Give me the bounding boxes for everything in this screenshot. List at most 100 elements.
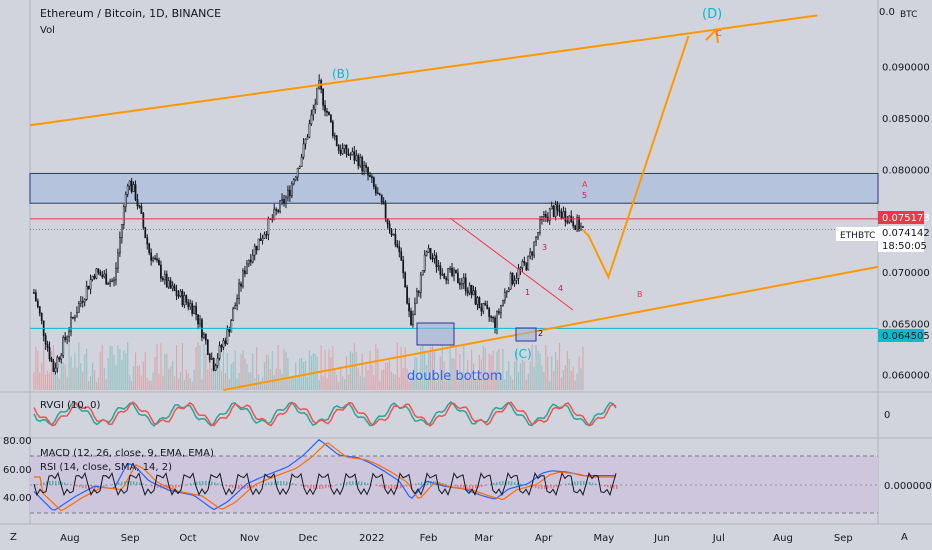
volume-legend[interactable]: Vol bbox=[40, 25, 55, 36]
volume-bar bbox=[152, 372, 154, 390]
macd-histogram-bar bbox=[214, 482, 216, 485]
candle-body bbox=[60, 355, 63, 360]
volume-bar bbox=[478, 354, 480, 390]
volume-bar bbox=[355, 351, 357, 390]
candle-body bbox=[165, 273, 168, 288]
macd-histogram-bar bbox=[274, 481, 276, 485]
volume-bar bbox=[398, 377, 400, 390]
candle-body bbox=[492, 316, 494, 319]
candle-body bbox=[417, 291, 420, 293]
candle-body bbox=[482, 303, 485, 312]
volume-bar bbox=[267, 355, 269, 390]
candle-body bbox=[515, 278, 518, 281]
candle-body bbox=[150, 252, 153, 261]
volume-bar bbox=[97, 377, 99, 390]
macd-histogram-bar bbox=[307, 485, 309, 488]
candle-body bbox=[410, 310, 412, 325]
channel-upper-line[interactable] bbox=[29, 14, 818, 127]
volume-bar bbox=[302, 361, 305, 390]
auto-scale-left-button[interactable]: Z bbox=[10, 532, 17, 543]
volume-bar bbox=[89, 376, 92, 390]
candle-body bbox=[326, 110, 328, 113]
candle-body bbox=[138, 205, 141, 208]
macd-histogram-bar bbox=[175, 485, 177, 488]
rvgi-legend[interactable]: RVGI (10, 0) bbox=[40, 400, 100, 411]
macd-histogram-bar bbox=[115, 483, 117, 485]
candle-body bbox=[415, 291, 418, 304]
volume-bar bbox=[160, 343, 162, 390]
macd-histogram-bar bbox=[193, 482, 195, 485]
time-axis-label: Mar bbox=[474, 533, 494, 544]
volume-bar bbox=[535, 344, 537, 390]
macd-histogram-bar bbox=[331, 485, 333, 487]
rsi-level-80: 80.00 bbox=[3, 436, 32, 447]
projection-path[interactable] bbox=[582, 35, 690, 280]
currency-label[interactable]: BTC bbox=[900, 10, 917, 20]
macd-legend[interactable]: MACD (12, 26, close, 9, EMA, EMA) bbox=[40, 448, 214, 459]
projection-label-B: B bbox=[637, 290, 643, 299]
price-tick-label: 0.065000 bbox=[882, 319, 930, 330]
candle-body bbox=[197, 314, 199, 325]
macd-histogram-bar bbox=[124, 481, 126, 485]
volume-bar bbox=[408, 381, 410, 390]
candle-body bbox=[216, 357, 219, 366]
candle-body bbox=[146, 237, 149, 245]
volume-bar bbox=[291, 376, 293, 390]
volume-bar bbox=[105, 379, 107, 390]
candle-body bbox=[382, 201, 385, 205]
volume-bar bbox=[453, 358, 455, 390]
candle-body bbox=[117, 252, 119, 269]
candle-body bbox=[132, 184, 135, 192]
rvgi-signal-line bbox=[33, 400, 617, 428]
time-axis-labels[interactable]: Aug Sep Oct Nov Dec 2022 Feb Mar Apr May Jun Jul Aug… bbox=[60, 533, 853, 544]
candle-body bbox=[523, 261, 526, 264]
channel-lower-line[interactable] bbox=[223, 265, 879, 391]
volume-bar bbox=[578, 356, 580, 390]
macd-histogram-bar bbox=[190, 483, 192, 485]
macd-histogram-bar bbox=[103, 485, 105, 488]
symbol-title[interactable]: Ethereum / Bitcoin, 1D, BINANCE bbox=[40, 7, 221, 20]
volume-bar bbox=[556, 360, 559, 390]
macd-histogram-bar bbox=[475, 485, 477, 489]
candle-body bbox=[324, 105, 326, 112]
volume-bar bbox=[357, 368, 359, 390]
candle-body bbox=[296, 168, 299, 178]
trend-line[interactable] bbox=[449, 217, 574, 311]
volume-bar bbox=[463, 343, 465, 390]
candle-body bbox=[447, 268, 450, 281]
macd-histogram-bar bbox=[295, 484, 297, 485]
auto-scale-button[interactable]: A bbox=[901, 532, 908, 543]
volume-bar bbox=[252, 353, 254, 390]
volume-bar bbox=[99, 351, 101, 390]
volume-bar bbox=[183, 379, 185, 390]
macd-histogram-bar bbox=[199, 481, 201, 485]
volume-bar bbox=[418, 377, 420, 390]
price-ticks[interactable]: 0.090000 0.085000 0.080000 0.070000 0.065000… bbox=[882, 63, 930, 382]
volume-bar bbox=[35, 346, 37, 390]
rsi-legend[interactable]: RSI (14, close, SMA, 14, 2) bbox=[40, 462, 172, 473]
candle-body bbox=[81, 301, 84, 303]
macd-histogram-bar bbox=[64, 482, 66, 485]
time-axis-label: Oct bbox=[179, 533, 196, 544]
candle-body bbox=[421, 270, 424, 276]
volume-bar bbox=[113, 354, 115, 390]
volume-bar bbox=[533, 367, 535, 390]
volume-bar bbox=[277, 345, 279, 390]
volume-bar bbox=[37, 350, 39, 390]
macd-histogram-bar bbox=[514, 482, 516, 485]
candle-body bbox=[68, 331, 70, 338]
volume-bar bbox=[564, 365, 566, 390]
candle-body bbox=[302, 143, 305, 158]
double-bottom-box-1[interactable] bbox=[416, 322, 455, 346]
macd-histogram-bar bbox=[463, 485, 465, 489]
volume-bar bbox=[281, 373, 283, 390]
candle-body bbox=[306, 136, 309, 140]
macd-histogram-bar bbox=[592, 482, 594, 485]
double-bottom-box-2[interactable] bbox=[515, 327, 537, 342]
resistance-zone[interactable] bbox=[29, 172, 879, 204]
volume-bar bbox=[215, 365, 217, 390]
candle-body bbox=[261, 237, 264, 242]
macd-histogram-bar bbox=[283, 481, 285, 485]
